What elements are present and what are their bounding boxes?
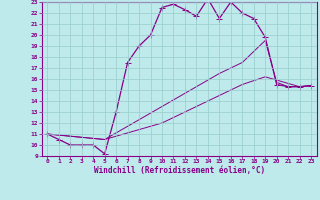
X-axis label: Windchill (Refroidissement éolien,°C): Windchill (Refroidissement éolien,°C) — [94, 166, 265, 175]
